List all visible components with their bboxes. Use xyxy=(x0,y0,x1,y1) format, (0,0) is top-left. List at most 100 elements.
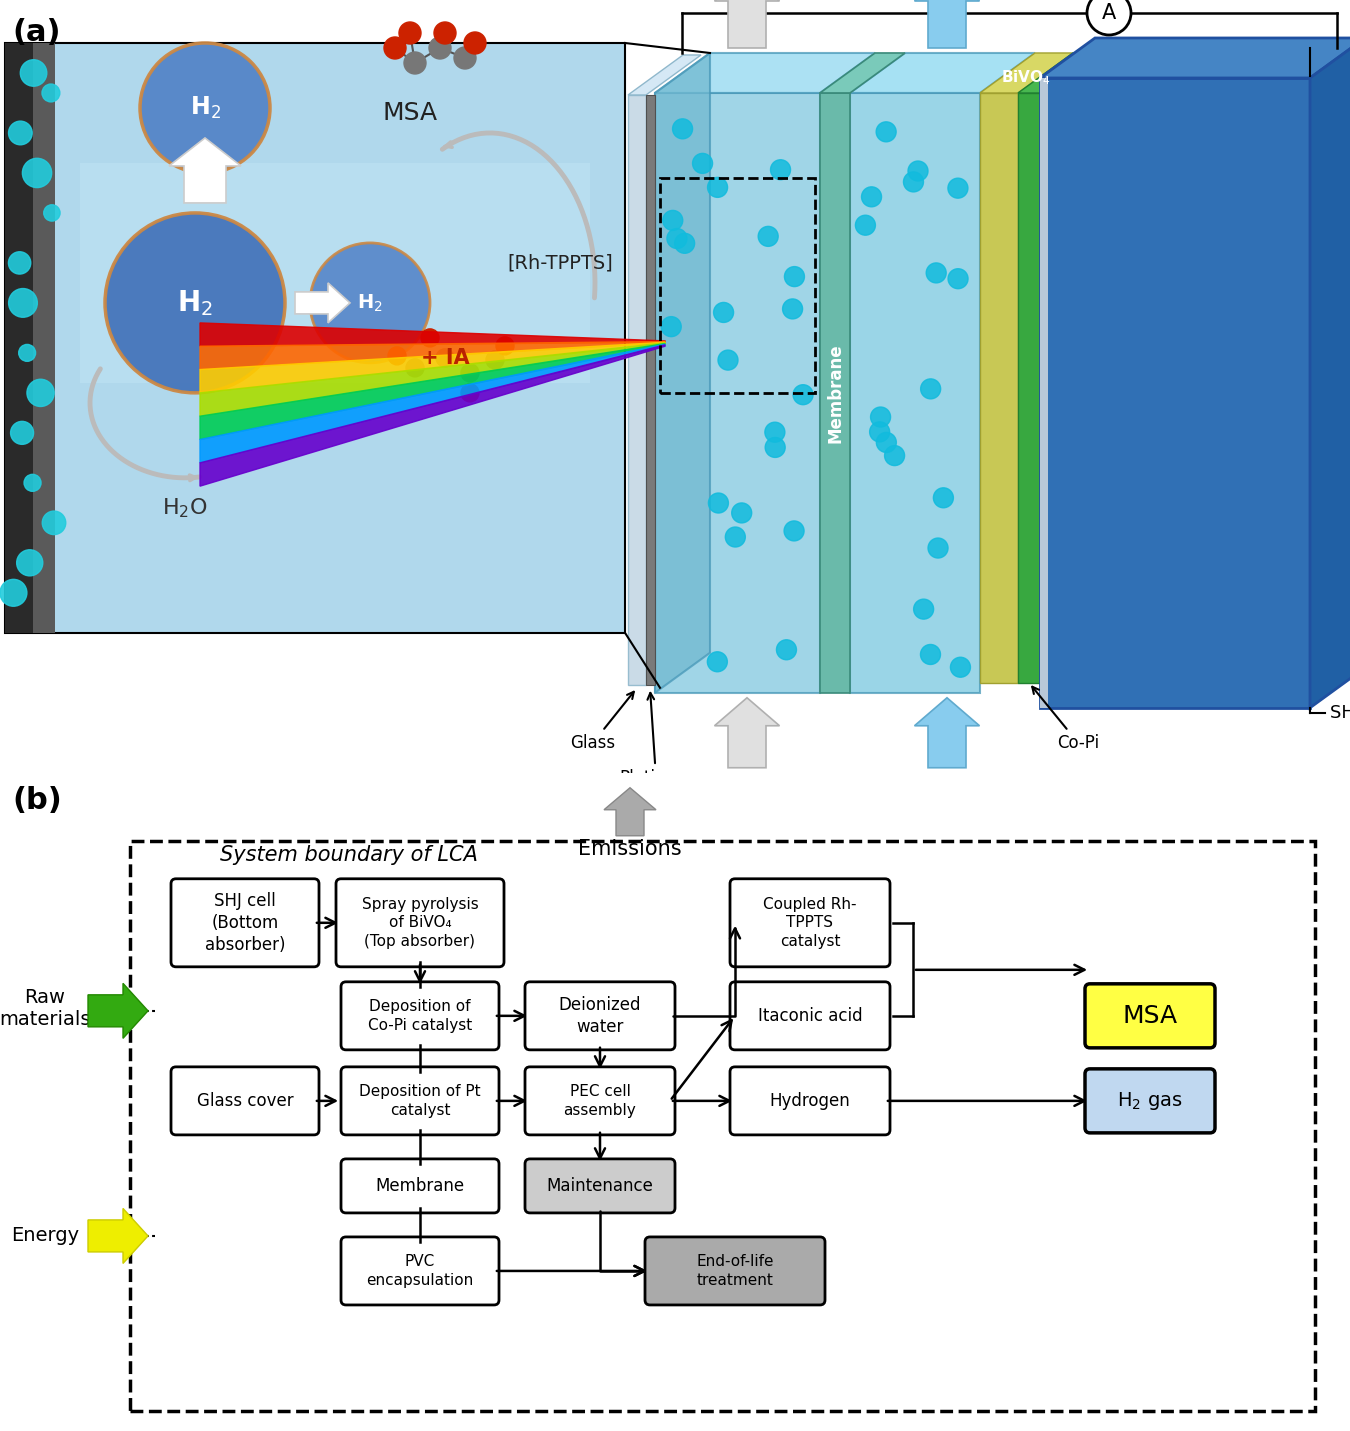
Circle shape xyxy=(8,252,31,275)
Text: [Rh-TPPTS]: [Rh-TPPTS] xyxy=(508,253,613,272)
Circle shape xyxy=(667,229,687,249)
Circle shape xyxy=(921,379,941,399)
Circle shape xyxy=(1087,0,1131,34)
FancyBboxPatch shape xyxy=(730,879,890,967)
Text: IA: IA xyxy=(738,793,756,811)
FancyBboxPatch shape xyxy=(525,1068,675,1135)
Polygon shape xyxy=(1310,39,1350,708)
FancyBboxPatch shape xyxy=(1085,1069,1215,1133)
Polygon shape xyxy=(850,53,1035,93)
Circle shape xyxy=(759,226,778,246)
FancyArrow shape xyxy=(603,787,656,836)
Text: A: A xyxy=(1102,3,1116,23)
Circle shape xyxy=(387,346,406,365)
Text: Deposition of Pt
catalyst: Deposition of Pt catalyst xyxy=(359,1085,481,1118)
FancyBboxPatch shape xyxy=(342,982,500,1050)
Circle shape xyxy=(771,160,791,180)
Circle shape xyxy=(140,43,270,173)
Text: PVC
encapsulation: PVC encapsulation xyxy=(366,1254,474,1288)
Text: Maintenance: Maintenance xyxy=(547,1176,653,1195)
Circle shape xyxy=(662,316,682,336)
Circle shape xyxy=(718,351,738,371)
Circle shape xyxy=(933,488,953,508)
Circle shape xyxy=(714,302,733,322)
Circle shape xyxy=(486,351,504,369)
Bar xyxy=(647,94,655,685)
Bar xyxy=(5,43,32,633)
Text: PEC cell
assembly: PEC cell assembly xyxy=(564,1085,636,1118)
Circle shape xyxy=(42,511,66,535)
Text: SHJ cell
(Bottom
absorber): SHJ cell (Bottom absorber) xyxy=(205,892,285,954)
Circle shape xyxy=(709,494,729,514)
Text: Energy: Energy xyxy=(11,1226,80,1245)
Circle shape xyxy=(675,233,695,253)
Text: H$_2$: H$_2$ xyxy=(177,288,213,318)
Circle shape xyxy=(871,406,891,426)
Polygon shape xyxy=(1018,53,1095,93)
Circle shape xyxy=(495,336,514,355)
Bar xyxy=(660,177,815,394)
Circle shape xyxy=(16,550,43,575)
Circle shape xyxy=(948,179,968,197)
Text: Itaconic acid: Itaconic acid xyxy=(757,1007,863,1025)
Bar xyxy=(628,94,647,685)
FancyBboxPatch shape xyxy=(730,1068,890,1135)
Bar xyxy=(80,163,590,384)
Circle shape xyxy=(921,644,941,664)
FancyBboxPatch shape xyxy=(336,879,504,967)
Text: Glass: Glass xyxy=(571,691,633,751)
FancyArrow shape xyxy=(714,698,779,768)
Text: Deposition of
Co-Pi catalyst: Deposition of Co-Pi catalyst xyxy=(367,999,472,1033)
Circle shape xyxy=(909,162,927,180)
Circle shape xyxy=(27,379,54,406)
Polygon shape xyxy=(200,343,666,439)
Circle shape xyxy=(464,31,486,54)
Polygon shape xyxy=(200,343,666,416)
Text: Raw
materials: Raw materials xyxy=(0,989,90,1029)
FancyArrow shape xyxy=(714,0,779,49)
FancyArrow shape xyxy=(169,137,242,203)
Bar xyxy=(1040,77,1048,708)
Circle shape xyxy=(433,21,456,44)
Polygon shape xyxy=(980,53,1073,93)
Circle shape xyxy=(707,651,728,671)
Circle shape xyxy=(663,210,683,230)
Text: + IA: + IA xyxy=(421,348,470,368)
Circle shape xyxy=(105,213,285,394)
Text: H$_2$: H$_2$ xyxy=(189,94,220,122)
Polygon shape xyxy=(200,342,666,394)
Bar xyxy=(655,93,819,693)
Text: H$_2$ gas: H$_2$ gas xyxy=(1116,1090,1183,1112)
Text: (b): (b) xyxy=(12,786,62,814)
Bar xyxy=(5,43,625,633)
Circle shape xyxy=(765,422,784,442)
Circle shape xyxy=(861,187,882,207)
Circle shape xyxy=(725,527,745,547)
FancyBboxPatch shape xyxy=(525,982,675,1050)
Text: H$_2$O: H$_2$O xyxy=(162,497,208,519)
Circle shape xyxy=(0,580,27,607)
Circle shape xyxy=(914,600,934,620)
Circle shape xyxy=(869,422,890,442)
Text: Glass cover: Glass cover xyxy=(197,1092,293,1110)
Circle shape xyxy=(42,84,59,102)
Circle shape xyxy=(43,205,61,222)
Circle shape xyxy=(672,119,693,139)
Circle shape xyxy=(406,359,424,376)
Text: MSA: MSA xyxy=(1122,1003,1177,1027)
Polygon shape xyxy=(200,323,666,346)
Polygon shape xyxy=(655,53,875,93)
Circle shape xyxy=(436,349,454,366)
Circle shape xyxy=(732,502,752,522)
Circle shape xyxy=(19,345,35,362)
Text: Coupled Rh-
TPPTS
catalyst: Coupled Rh- TPPTS catalyst xyxy=(763,897,857,949)
Text: Co-Pi: Co-Pi xyxy=(1033,687,1099,751)
Circle shape xyxy=(24,474,40,491)
Text: Platinum: Platinum xyxy=(620,693,693,787)
Polygon shape xyxy=(655,53,710,693)
Text: Membrane: Membrane xyxy=(826,343,844,442)
FancyArrow shape xyxy=(914,698,980,768)
Circle shape xyxy=(884,445,904,465)
Circle shape xyxy=(950,657,971,677)
Circle shape xyxy=(429,37,451,59)
